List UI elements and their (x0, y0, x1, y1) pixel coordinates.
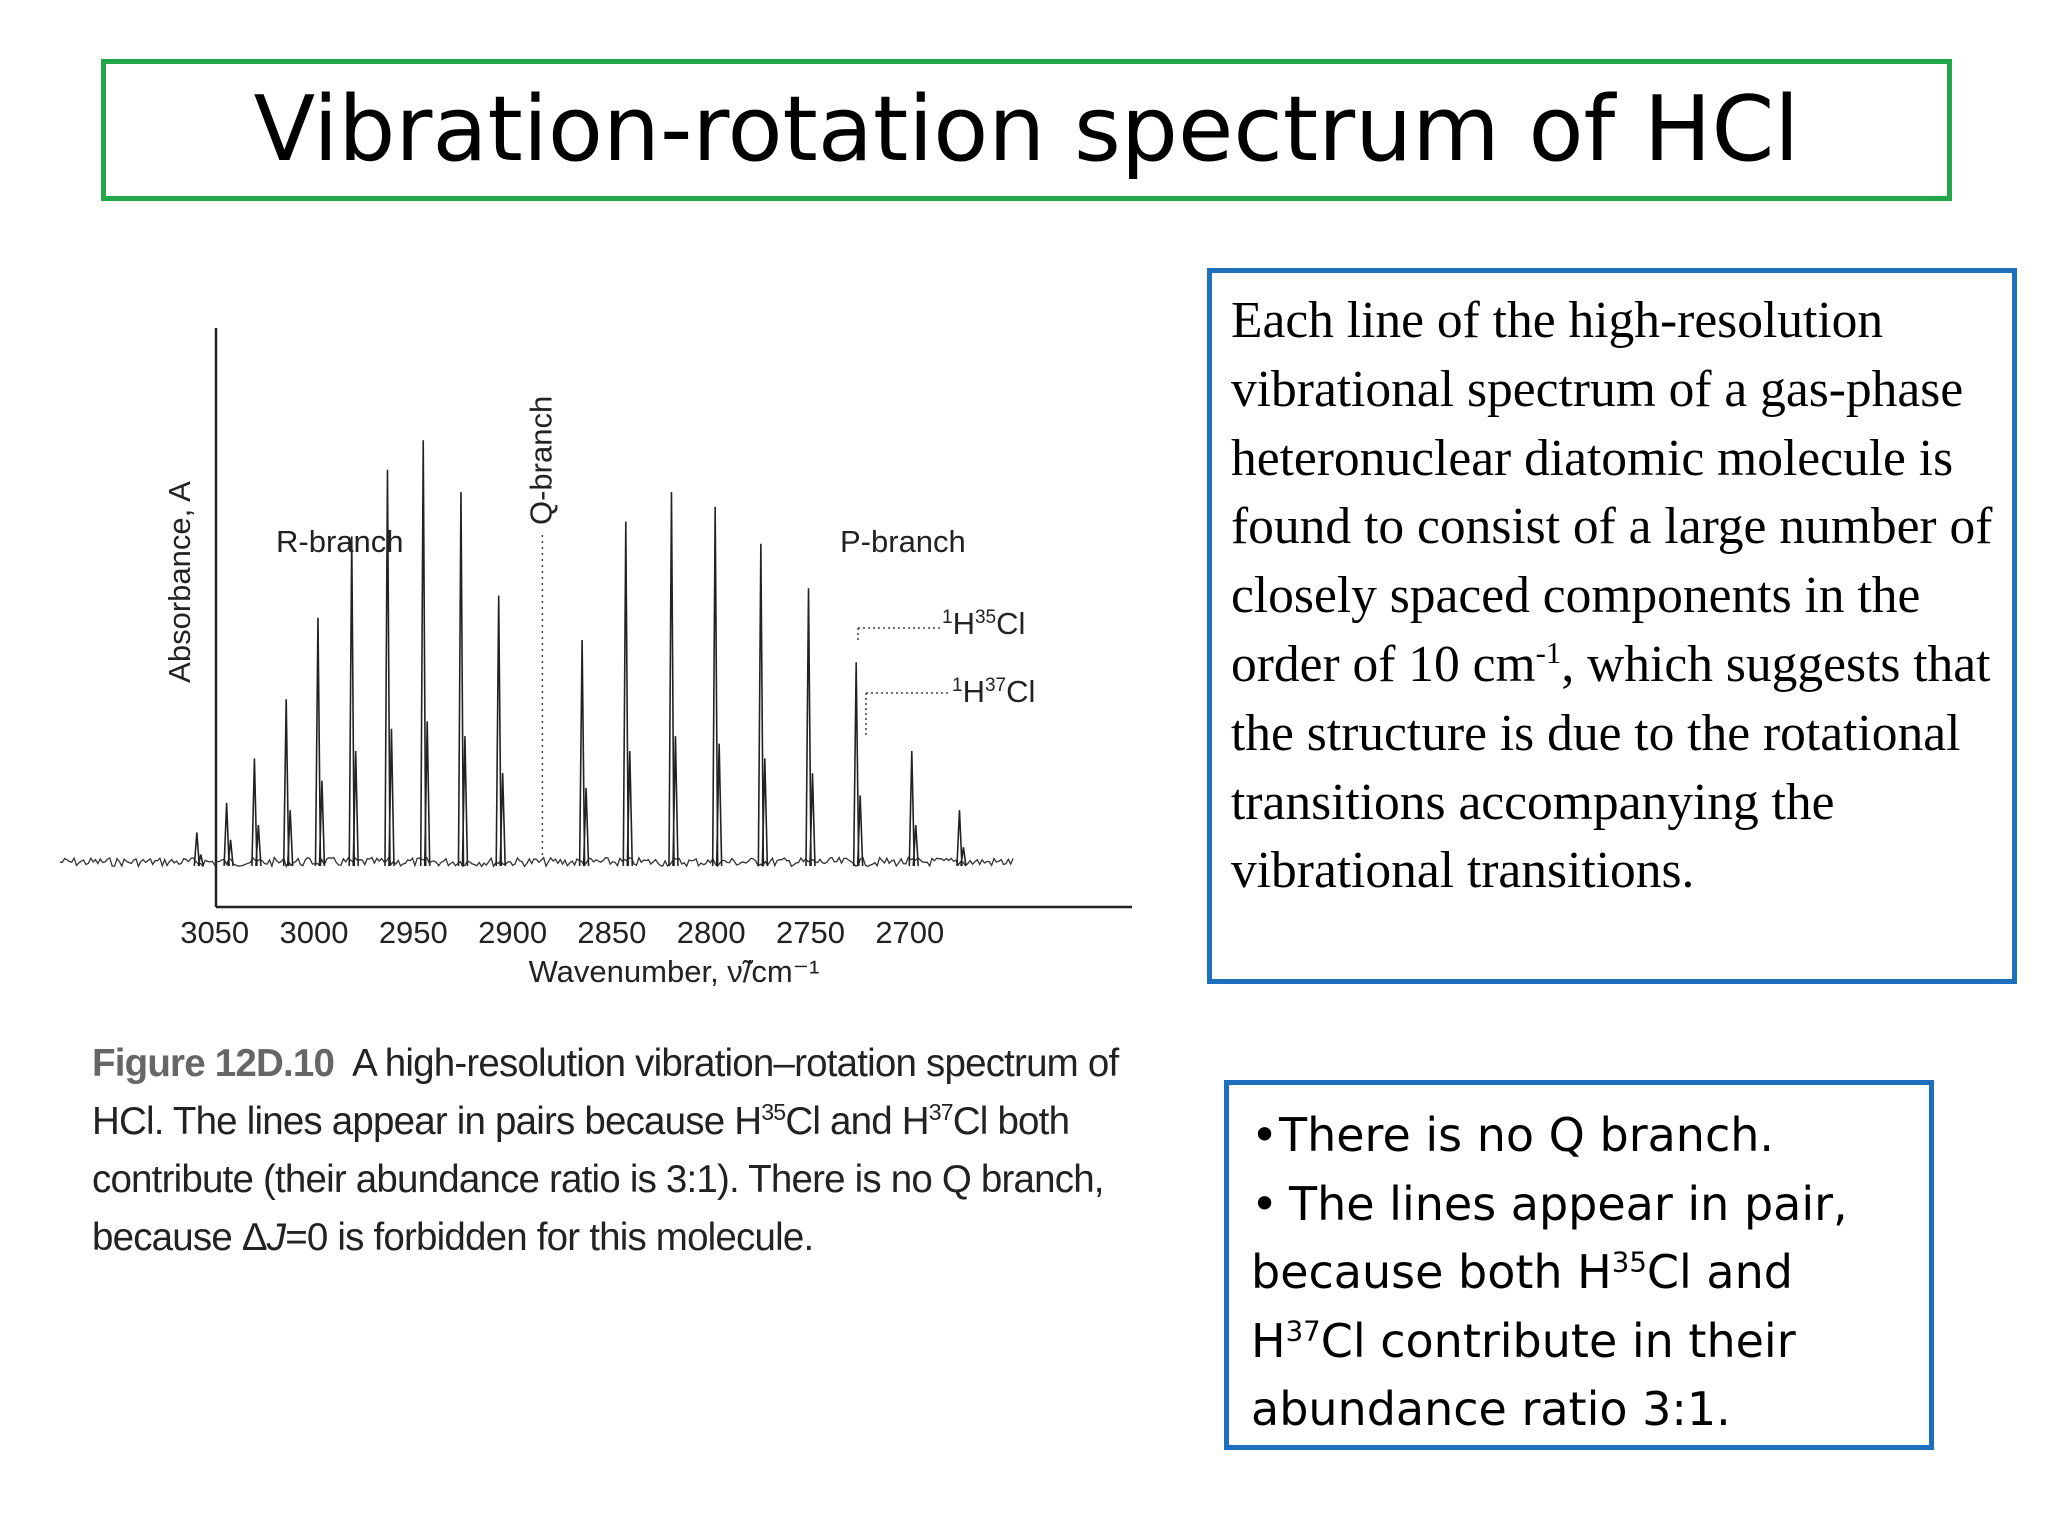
h35cl-peak (757, 543, 765, 867)
h35cl-peak (282, 699, 290, 867)
h37cl-series (197, 721, 967, 867)
h37cl-peak (912, 824, 920, 867)
h35cl-peak (251, 758, 258, 867)
h37cl-peak (255, 824, 262, 867)
y-axis-title: Absorbance, A (162, 481, 197, 683)
x-tick-labels: 3050 3000 2950 2900 2850 2800 2750 2700 (180, 915, 944, 950)
x-axis-title: Wavenumber, ν̃/cm⁻¹ (529, 954, 820, 989)
h35cl-label: 1H35Cl (942, 606, 1025, 641)
h35cl-peak (622, 521, 630, 867)
note-text: There is no Q branch. (1279, 1108, 1775, 1162)
bullet-icon: • (1251, 1108, 1279, 1162)
x-tick-label: 2900 (478, 915, 547, 950)
h37cl-peak (761, 758, 769, 867)
x-tick-label: 2950 (379, 915, 448, 950)
caption-text: A high-resolution vibration–rotation spe… (92, 1042, 1119, 1259)
h35cl-series (193, 440, 963, 867)
h37cl-peak (809, 773, 816, 867)
h35cl-peak (223, 802, 230, 867)
h35cl-peak (348, 536, 356, 867)
h35cl-peak (457, 491, 465, 867)
h35cl-peak (908, 750, 916, 867)
h35cl-peak (495, 595, 502, 867)
h35cl-peak (578, 639, 586, 867)
h35cl-peak (956, 810, 963, 867)
x-tick-label: 3000 (280, 915, 349, 950)
r-branch-label: R-branch (276, 524, 404, 559)
bullet-icon: • (1251, 1176, 1279, 1231)
h37cl-peak (461, 736, 469, 867)
h37cl-peak (423, 721, 431, 867)
q-branch-label: Q-branch (523, 396, 558, 525)
description-text: Each line of the high-resolution vibrati… (1231, 292, 1993, 900)
h37cl-peak (856, 795, 864, 867)
h37cl-peak (352, 750, 360, 867)
spectrum-chart: 3050 3000 2950 2900 2850 2800 2750 2700 Q-branc… (59, 328, 1132, 989)
notes-box: •There is no Q branch. • The lines appear… (1224, 1080, 1934, 1450)
h37cl-peak (499, 773, 506, 867)
h37cl-label: 1H37Cl (952, 674, 1035, 709)
note-text: The lines appear in pair, because both H… (1251, 1176, 1848, 1437)
h37cl-peak (582, 787, 590, 867)
h37cl-peak (286, 810, 294, 867)
note-item: • The lines appear in pair, because both … (1251, 1170, 1919, 1444)
chart-axes (214, 328, 1132, 909)
p-branch-label: P-branch (840, 524, 966, 559)
h35cl-peak (314, 617, 322, 867)
description-box: Each line of the high-resolution vibrati… (1207, 268, 2017, 984)
x-tick-label: 3050 (180, 915, 249, 950)
x-tick-label: 2850 (577, 915, 646, 950)
h37cl-peak (227, 839, 234, 867)
h35cl-peak (711, 506, 719, 867)
note-item: •There is no Q branch. (1251, 1101, 1919, 1170)
figure-caption: Figure 12D.10 A high-resolution vibration… (92, 1035, 1192, 1267)
h37cl-peak (197, 854, 205, 867)
title-box: Vibration-rotation spectrum of HCl (101, 59, 1952, 201)
figure-label: Figure 12D.10 (92, 1042, 335, 1085)
h35cl-peak (852, 662, 860, 867)
h35cl-peak (193, 832, 201, 867)
h35cl-peak (805, 588, 812, 867)
h37cl-peak (318, 780, 326, 867)
h35cl-peak (419, 440, 427, 867)
x-tick-label: 2700 (875, 915, 944, 950)
slide-title: Vibration-rotation spectrum of HCl (253, 77, 1800, 182)
h37cl-peak (715, 743, 723, 867)
h37cl-peak (626, 750, 634, 867)
h37cl-peak (960, 847, 967, 867)
h35cl-peak (668, 491, 675, 867)
h37cl-peak (672, 736, 679, 867)
h37cl-peak (388, 728, 395, 867)
x-tick-label: 2800 (677, 915, 746, 950)
h35cl-peak (384, 469, 391, 867)
x-tick-label: 2750 (776, 915, 845, 950)
